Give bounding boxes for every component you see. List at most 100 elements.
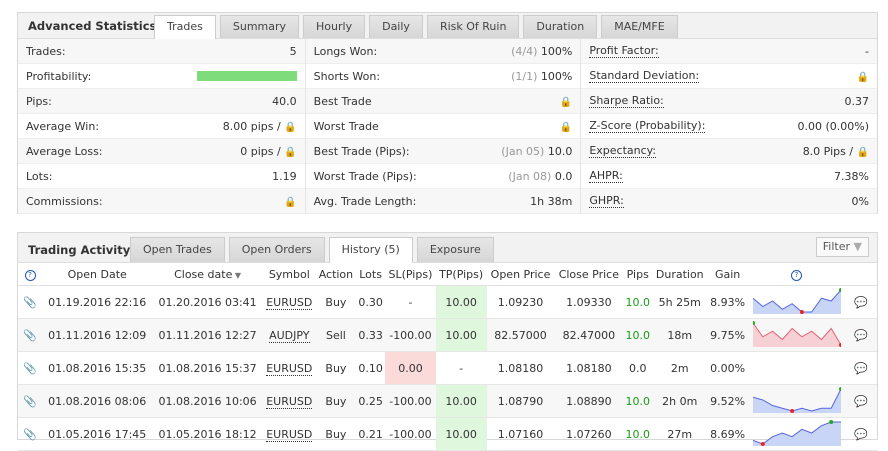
tab-trades[interactable]: Trades [154, 15, 216, 39]
column-header[interactable]: Gain [707, 263, 748, 286]
attachment-icon[interactable]: 📎 [18, 318, 42, 352]
stat-label[interactable]: AHPR: [589, 169, 623, 183]
stat-label: Avg. Trade Length: [313, 194, 417, 208]
lock-icon[interactable]: 🔒 [856, 146, 869, 158]
tab-risk-of-ruin[interactable]: Risk Of Ruin [426, 15, 520, 38]
stat-label: Worst Trade (Pips): [313, 169, 417, 183]
stat-value: (Jan 05) 10.0 [501, 144, 573, 158]
stat-row: Avg. Trade Length: 1h 38m [305, 189, 581, 214]
stat-label[interactable]: GHPR: [589, 194, 624, 208]
table-row: 📎 01.19.2016 22:16 01.20.2016 03:41 EURUSD B… [18, 285, 877, 319]
column-header[interactable]: SL(Pips) [385, 263, 436, 286]
stat-value: (Jan 08) 0.0 [508, 169, 573, 183]
tab-open-trades[interactable]: Open Trades [130, 237, 225, 262]
comment-icon[interactable]: 💬 [845, 285, 877, 319]
cell-symbol[interactable]: EURUSD [262, 351, 316, 385]
cell-action: Buy [315, 285, 356, 319]
column-header[interactable]: Close Price [554, 263, 624, 286]
stat-detail: (Jan 08) [508, 169, 552, 183]
lock-icon[interactable]: 🔒 [559, 121, 573, 133]
comment-icon[interactable]: 💬 [845, 384, 877, 418]
cell-cp: 1.07260 [554, 417, 624, 451]
tab-mae-mfe[interactable]: MAE/MFE [601, 15, 678, 38]
stat-label[interactable]: Z-Score (Probability): [589, 119, 706, 133]
cell-symbol[interactable]: EURUSD [262, 285, 316, 319]
comment-icon[interactable]: 💬 [845, 351, 877, 385]
cell-symbol[interactable]: AUDJPY [262, 318, 316, 352]
stat-value: 8.00 pips / 🔒 [222, 119, 297, 133]
column-header[interactable]: Symbol [262, 263, 316, 286]
stat-row: Profit Factor: - [581, 39, 877, 64]
stat-row: Worst Trade (Pips): (Jan 08) 0.0 [305, 164, 581, 189]
cell-symbol[interactable]: EURUSD [262, 384, 316, 418]
tab-hourly[interactable]: Hourly [303, 15, 366, 38]
cell-dur: 2m [652, 351, 708, 385]
cell-action: Buy [315, 417, 356, 451]
comment-icon[interactable]: 💬 [845, 417, 877, 451]
column-header[interactable]: Lots [356, 263, 386, 286]
stat-row: Z-Score (Probability): 0.00 (0.00%) [581, 114, 877, 139]
stat-row: Average Win: 8.00 pips / 🔒 [18, 114, 305, 139]
cell-gain: 8.93% [707, 285, 748, 319]
stat-row: Average Loss: 0 pips / 🔒 [18, 139, 305, 164]
column-header[interactable]: Duration [652, 263, 708, 286]
tab-history-[interactable]: History (5) [328, 237, 413, 263]
cell-op: 1.07160 [486, 417, 555, 451]
stat-label[interactable]: Standard Deviation: [589, 69, 700, 83]
comment-icon[interactable]: 💬 [845, 318, 877, 352]
stat-row: Commissions: 🔒 [18, 189, 305, 214]
attachment-icon[interactable]: 📎 [18, 285, 42, 319]
column-header[interactable]: Pips [623, 263, 653, 286]
lock-icon[interactable]: 🔒 [284, 121, 297, 133]
panel-title: Advanced Statistics [28, 19, 157, 33]
tab-duration[interactable]: Duration [523, 15, 598, 38]
stat-label: Best Trade [313, 94, 372, 108]
stat-row: Sharpe Ratio: 0.37 [581, 89, 877, 114]
attachment-icon[interactable]: 📎 [18, 351, 42, 385]
tab-summary[interactable]: Summary [219, 15, 300, 38]
tab-exposure[interactable]: Exposure [416, 237, 494, 262]
lock-icon[interactable]: 🔒 [856, 71, 869, 83]
stat-value: 7.38% [834, 169, 869, 183]
sparkline [748, 351, 845, 385]
cell-pips: 10.0 [623, 417, 653, 451]
attachment-icon[interactable]: 📎 [18, 417, 42, 451]
cell-tp: - [435, 351, 487, 385]
lock-icon[interactable]: 🔒 [284, 146, 297, 158]
help-icon[interactable]: ? [18, 263, 42, 286]
stat-row: Standard Deviation: 🔒 [581, 64, 877, 89]
column-header[interactable]: Close date ▼ [152, 263, 263, 286]
stat-label[interactable]: Profit Factor: [589, 44, 659, 58]
stat-value: 8.0 Pips / 🔒 [802, 144, 869, 158]
column-header[interactable]: Open Price [486, 263, 555, 286]
stat-label: Longs Won: [313, 44, 378, 58]
stat-value: 5 [289, 44, 297, 58]
stat-label[interactable]: Sharpe Ratio: [589, 94, 664, 108]
stat-row: AHPR: 7.38% [581, 164, 877, 189]
cell-pips: 0.0 [623, 351, 653, 385]
stat-value: - [865, 44, 869, 58]
sparkline [748, 417, 845, 451]
attachment-icon[interactable]: 📎 [18, 384, 42, 418]
stat-label: Average Loss: [26, 144, 103, 158]
column-header[interactable]: TP(Pips) [435, 263, 487, 286]
cell-close: 01.05.2016 18:12 [152, 417, 263, 451]
stat-label[interactable]: Expectancy: [589, 144, 657, 158]
cell-symbol[interactable]: EURUSD [262, 417, 316, 451]
cell-sl: -100.00 [385, 417, 436, 451]
filter-button[interactable]: Filter ▼ [815, 237, 869, 257]
cell-lots: 0.33 [356, 318, 386, 352]
stat-value: (4/4) 100% [511, 44, 573, 58]
stat-value: 0% [851, 194, 869, 208]
cell-close: 01.08.2016 15:37 [152, 351, 263, 385]
lock-icon[interactable]: 🔒 [559, 96, 573, 108]
column-header[interactable]: Open Date [42, 263, 153, 286]
lock-icon[interactable]: 🔒 [284, 196, 297, 208]
tab-daily[interactable]: Daily [369, 15, 423, 38]
cell-gain: 9.75% [707, 318, 748, 352]
stat-label: Lots: [26, 169, 53, 183]
table-row: 📎 01.11.2016 12:09 01.11.2016 12:27 AUDJPY S… [18, 318, 877, 352]
help-icon[interactable]: ? [748, 263, 845, 286]
tab-open-orders[interactable]: Open Orders [228, 237, 325, 262]
column-header[interactable]: Action [315, 263, 356, 286]
